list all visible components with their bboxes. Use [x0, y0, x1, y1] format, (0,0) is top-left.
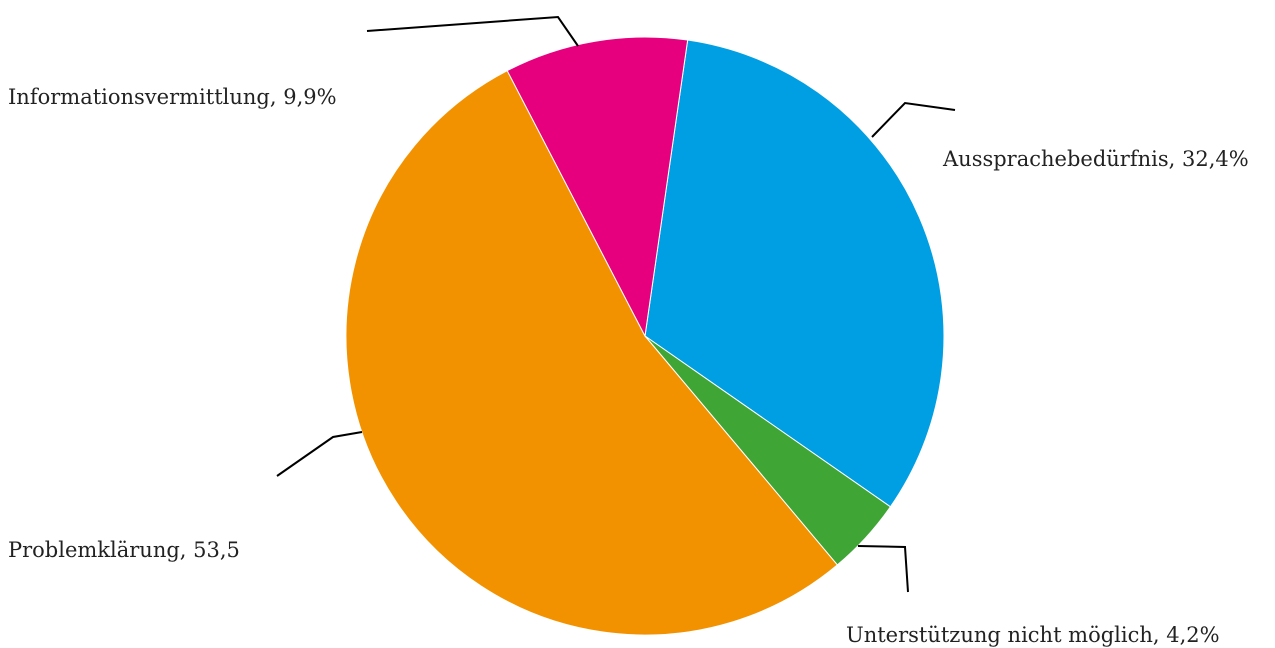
slice-label-informationsvermittlung: Informationsvermittlung, 9,9% — [8, 85, 337, 109]
slice-labels: Aussprachebedürfnis, 32,4% Unterstützung… — [8, 85, 1249, 647]
pie-slice-informationsvermittlung — [506, 36, 689, 338]
pie-slice-problemklaerung — [345, 69, 839, 636]
pie-slice-aussprachebeduerfnis — [644, 39, 945, 508]
leader-line-aussprachebeduerfnis — [871, 101, 956, 138]
slice-label-unterstuetzung: Unterstützung nicht möglich, 4,2% — [846, 623, 1220, 647]
leader-line-problemklaerung — [276, 431, 363, 477]
slice-label-problemklaerung: Problemklärung, 53,5 — [8, 538, 240, 562]
leader-line-unterstuetzung — [857, 545, 909, 593]
slice-label-aussprachebeduerfnis: Aussprachebedürfnis, 32,4% — [942, 147, 1249, 171]
pie-slices — [345, 36, 945, 636]
leader-lines — [276, 15, 956, 593]
leader-line-informationsvermittlung — [366, 15, 579, 47]
